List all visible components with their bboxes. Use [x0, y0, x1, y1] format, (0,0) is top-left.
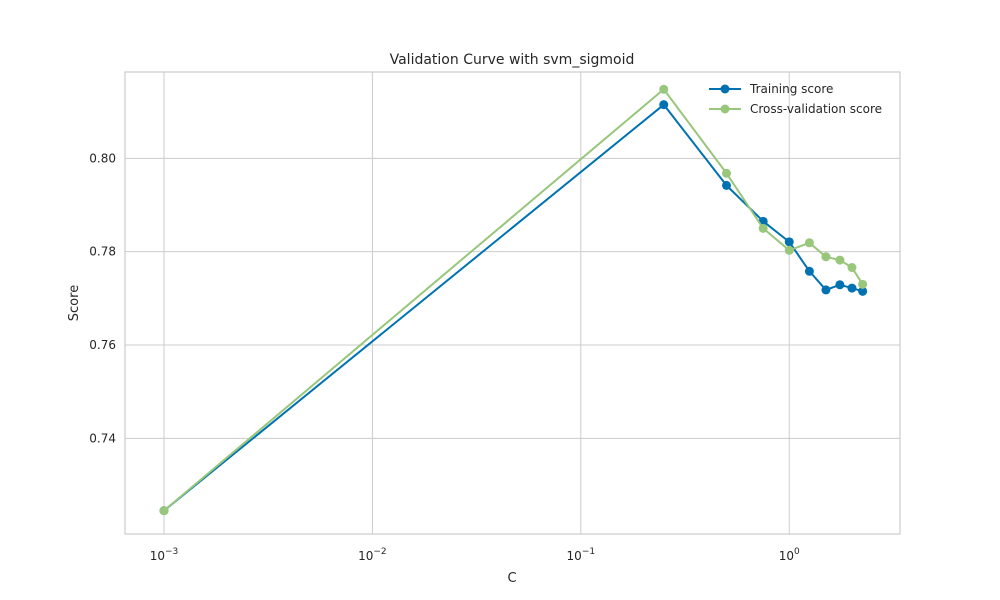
series-1: [159, 84, 868, 516]
x-tick-label: 10−1: [567, 547, 596, 563]
legend-item: Training score: [709, 82, 833, 96]
y-axis-label: Score: [67, 285, 82, 321]
data-point: [758, 223, 768, 233]
series-line: [163, 103, 863, 512]
data-point: [835, 280, 845, 290]
y-tick-label: 0.74: [89, 431, 116, 445]
data-point: [784, 237, 794, 247]
plot-frame: [124, 71, 901, 535]
legend-swatch-marker: [720, 84, 730, 94]
data-point: [804, 266, 814, 276]
data-point: [821, 252, 831, 262]
y-tick-label: 0.78: [89, 245, 116, 259]
y-tick-label: 0.80: [89, 151, 116, 165]
data-point: [721, 180, 731, 190]
x-tick-label: 10−2: [358, 547, 387, 563]
legend-label: Cross-validation score: [750, 102, 882, 116]
data-point: [784, 245, 794, 255]
x-tick-label: 100: [779, 547, 800, 563]
data-point: [858, 286, 868, 296]
legend-item: Cross-validation score: [709, 102, 882, 116]
legend: Training score Cross-validation score: [709, 82, 882, 116]
data-point: [159, 506, 169, 516]
data-point: [804, 238, 814, 248]
legend-label: Training score: [749, 82, 833, 96]
series-0: [159, 100, 868, 516]
data-point: [721, 168, 731, 178]
x-tick-label: 10−3: [150, 547, 179, 563]
x-axis-ticks: 10−3 10−2 10−1 100: [150, 547, 800, 563]
y-axis-ticks: 0.74 0.76 0.78 0.80: [89, 151, 116, 445]
data-point: [659, 84, 669, 94]
x-axis-label: C: [507, 571, 516, 586]
data-point: [847, 283, 857, 293]
data-point: [835, 255, 845, 265]
data-point: [821, 285, 831, 295]
series-layer: [159, 84, 868, 516]
legend-swatch-marker: [720, 104, 730, 114]
data-point: [858, 279, 868, 289]
chart-title: Validation Curve with svm_sigmoid: [390, 52, 635, 68]
y-tick-label: 0.76: [89, 338, 116, 352]
series-line: [163, 88, 864, 512]
data-point: [659, 100, 669, 110]
data-point: [847, 263, 857, 273]
